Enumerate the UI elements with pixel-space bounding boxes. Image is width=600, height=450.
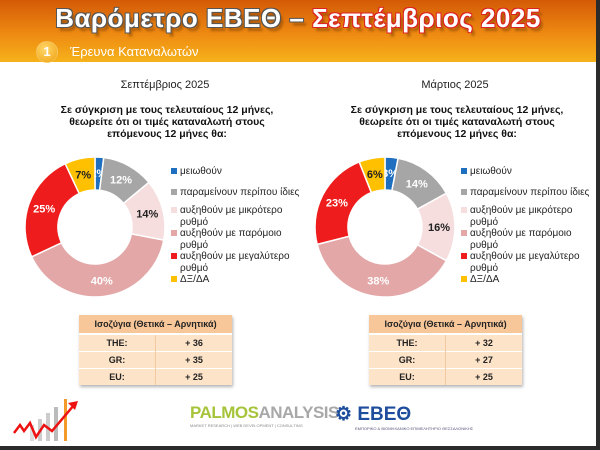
legend-swatch [171,168,177,174]
legend-swatch [171,230,177,236]
data-label-2: 16% [428,222,450,234]
data-label-5: 7% [75,169,91,181]
balance-value: + 27 [445,351,522,369]
chart-legend: μειωθούν παραμείνουν περίπου ίδιες αυξηθού… [171,166,301,288]
legend-label: μειωθούν [180,166,222,177]
ebeth-logo: ⚙ ΕΒΕΘ ΕΜΠΟΡΙΚΟ & ΒΙΟΜΗΧΑΝΙΚΟ ΕΠΙΜΕΛΗΤΗΡΙ… [335,404,474,431]
region-label: EU: [79,368,156,385]
region-label: GR: [79,351,156,369]
legend-item: αυξηθούν με παρόμοιο ρυθμό [461,228,591,251]
legend-label: παραμείνουν περίπου ίδιες [470,186,590,198]
legend-item: αυξηθούν με μικρότερο ρυθμό [461,205,591,228]
table-row: THE: + 32 [369,333,522,352]
legend-label: αυξηθούν με παρόμοιο ρυθμό [180,228,282,251]
page-title: Βαρόμετρο ΕΒΕΘ – Σεπτέμβριος 2025 [0,3,596,34]
header-banner: Βαρόμετρο ΕΒΕΘ – Σεπτέμβριος 2025 1 Έρευ… [0,0,596,63]
region-label: THE: [79,333,156,352]
legend-label: αυξηθούν με παρόμοιο ρυθμό [470,228,572,251]
legend-label: παραμείνουν περίπου ίδιες [180,186,300,198]
table-row: THE: + 36 [79,333,232,352]
table-row: EU: + 25 [369,368,522,385]
legend-swatch [461,168,467,174]
legend-item: ΔΞ/ΔΑ [171,274,301,286]
table-row: GR: + 35 [79,351,232,369]
data-label-4: 23% [326,197,348,209]
legend-item: παραμείνουν περίπου ίδιες [461,187,591,199]
legend-swatch [461,230,467,236]
section-number-badge: 1 [36,41,58,63]
panel-period-title: Σεπτέμβριος 2025 [120,79,210,91]
data-label-3: 40% [91,276,113,288]
table-row: EU: + 25 [79,368,232,385]
legend-swatch [171,188,177,195]
legend-item: μειωθούν [171,166,301,178]
balance-table: Ισοζύγια (Θετικά – Αρνητικά) THE: + 36 GR: +… [79,315,232,385]
legend-label: ΔΞ/ΔΑ [180,274,210,285]
region-label: GR: [369,351,446,369]
table-header: Ισοζύγια (Θετικά – Αρνητικά) [369,315,522,335]
chart-legend: μειωθούν παραμείνουν περίπου ίδιες αυξηθού… [461,166,591,288]
donut-slice-3 [316,235,448,298]
legend-item: αυξηθούν με μεγαλύτερο ρυθμό [461,251,591,274]
growth-chart-icon [13,399,78,441]
balance-value: + 36 [155,333,232,352]
legend-swatch [461,188,467,195]
legend-item: ΔΞ/ΔΑ [461,274,591,286]
donut-slice-5 [64,156,96,195]
data-label-3: 38% [367,276,389,288]
donut-chart: 3%14%16%38%23%6% [314,156,456,298]
donut-slice-5 [358,156,386,194]
legend-item: αυξηθούν με μικρότερο ρυθμό [171,205,301,228]
section-subtitle: Έρευνα Καταναλωτών [70,44,199,59]
table-row: GR: + 27 [369,351,522,369]
legend-swatch [461,253,467,259]
title-main: Βαρόμετρο ΕΒΕΘ – [55,3,313,33]
legend-swatch [461,207,467,213]
data-label-1: 12% [110,175,132,187]
survey-question: Σε σύγκριση με τους τελευταίους 12 μήνες… [350,104,564,140]
legend-item: μειωθούν [461,166,591,178]
donut-chart: 2%12%14%40%25%7% [24,156,166,298]
balance-value: + 25 [155,368,232,385]
legend-item: αυξηθούν με παρόμοιο ρυθμό [171,228,301,251]
balance-value: + 35 [155,351,232,369]
legend-label: ΔΞ/ΔΑ [470,274,500,285]
balance-table: Ισοζύγια (Θετικά – Αρνητικά) THE: + 32 GR: +… [369,315,522,385]
balance-value: + 32 [445,333,522,352]
legend-label: αυξηθούν με μεγαλύτερο ρυθμό [180,251,290,274]
table-header: Ισοζύγια (Θετικά – Αρνητικά) [79,315,232,335]
region-label: EU: [369,368,446,385]
legend-label: αυξηθούν με μεγαλύτερο ρυθμό [470,251,580,274]
balance-value: + 25 [445,368,522,385]
donut-slice-3 [30,233,165,298]
survey-question: Σε σύγκριση με τους τελευταίους 12 μήνες… [60,104,274,140]
data-label-5: 6% [367,169,383,181]
data-label-1: 14% [406,178,428,190]
data-label-2: 14% [136,209,158,221]
legend-label: αυξηθούν με μικρότερο ρυθμό [470,205,573,228]
panel-period-title: Μάρτιος 2025 [421,79,489,91]
legend-item: παραμείνουν περίπου ίδιες [171,187,301,199]
legend-swatch [171,253,177,259]
data-label-4: 25% [33,204,55,216]
legend-item: αυξηθούν με μεγαλύτερο ρυθμό [171,251,301,274]
legend-swatch [171,276,177,282]
palmos-analysis-logo: PALMOSANALYSIS MARKET RESEARCH | WEB DEVE… [190,403,339,428]
region-label: THE: [369,333,446,352]
legend-swatch [461,276,467,282]
legend-label: αυξηθούν με μικρότερο ρυθμό [180,205,283,228]
legend-label: μειωθούν [470,166,512,177]
title-accent: Σεπτέμβριος 2025 [312,3,541,33]
legend-swatch [171,207,177,213]
